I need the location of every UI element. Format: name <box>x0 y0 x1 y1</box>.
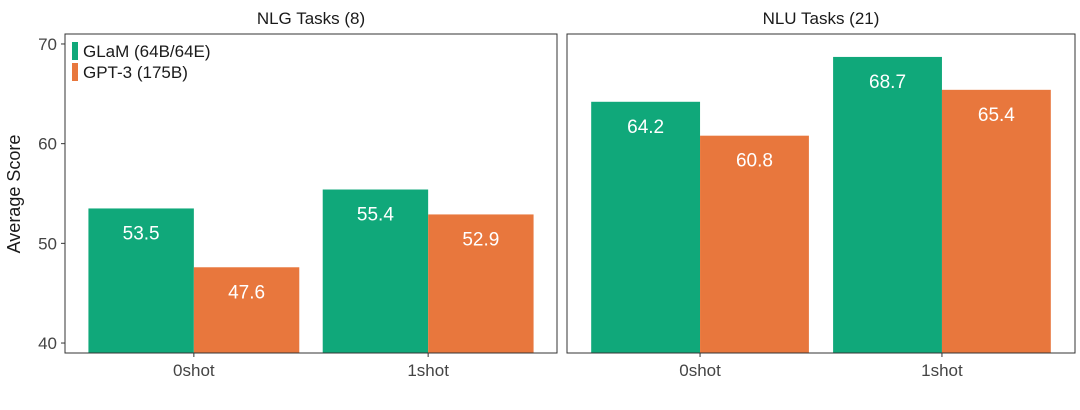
panel-border <box>64 33 558 354</box>
panel-1: NLG Tasks (8) 53.5 47.6 0shot 55.4 52.9 1shot <box>64 9 558 380</box>
y-tick-label: 50 <box>38 234 57 253</box>
y-axis-title: Average Score <box>4 135 24 254</box>
y-axis: 40 50 60 70 <box>38 35 65 353</box>
x-tick-label: 1shot <box>407 361 449 380</box>
x-tick-label: 0shot <box>679 361 721 380</box>
y-tick-label: 40 <box>38 334 57 353</box>
y-tick-label: 60 <box>38 135 57 154</box>
bar <box>88 208 194 353</box>
y-tick-label: 70 <box>38 35 57 54</box>
panel-title: NLU Tasks (21) <box>763 9 880 28</box>
bar-value-label: 47.6 <box>228 282 265 303</box>
bar <box>591 101 701 353</box>
legend: GLaM (64B/64E) GPT-3 (175B) <box>72 42 211 82</box>
bar-value-label: 64.2 <box>627 117 664 138</box>
legend-swatch <box>72 63 78 81</box>
legend-label: GLaM (64B/64E) <box>83 42 211 61</box>
panel-2: NLU Tasks (21) 64.2 60.8 0shot 68.7 65.4 1shot <box>566 9 1076 380</box>
bar <box>833 56 942 353</box>
legend-label: GPT-3 (175B) <box>83 63 188 82</box>
x-tick-label: 0shot <box>173 361 215 380</box>
bar-value-label: 60.8 <box>736 151 773 172</box>
bar <box>193 267 300 353</box>
panel-border <box>566 33 1076 354</box>
panel-title: NLG Tasks (8) <box>257 9 365 28</box>
bar-value-label: 68.7 <box>869 72 906 93</box>
bar <box>941 89 1051 353</box>
bar-value-label: 52.9 <box>462 229 499 250</box>
bar-value-label: 53.5 <box>123 223 160 244</box>
legend-swatch <box>72 42 78 60</box>
x-tick-label: 1shot <box>921 361 963 380</box>
bar <box>322 189 429 353</box>
bar-value-label: 55.4 <box>357 205 394 226</box>
bar <box>428 214 534 353</box>
bar-value-label: 65.4 <box>978 105 1015 126</box>
bar <box>700 135 809 353</box>
